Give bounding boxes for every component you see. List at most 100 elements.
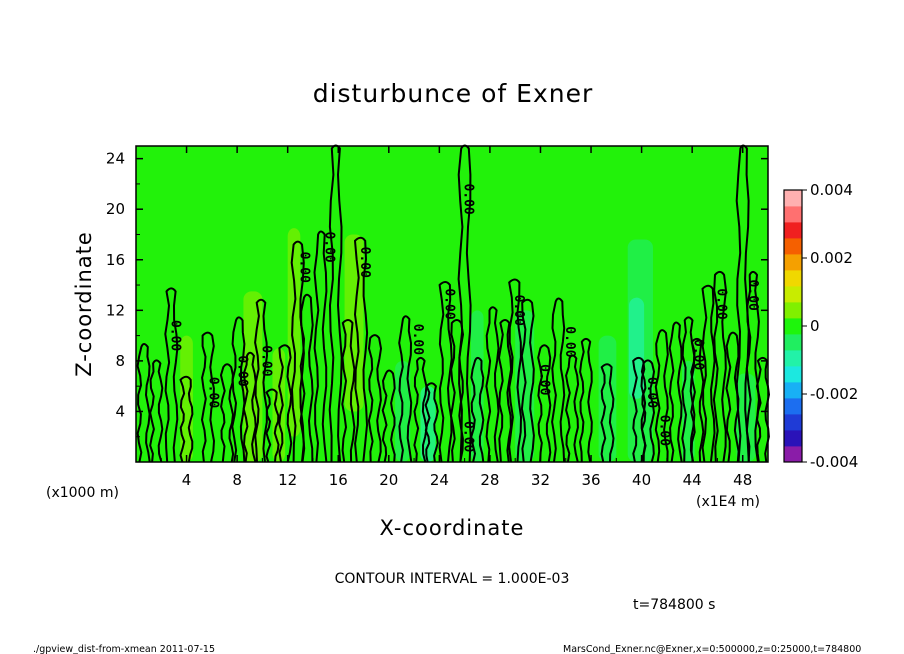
contour-line-35 [631, 356, 647, 463]
colorbar-segment-0 [784, 446, 802, 463]
colorbar-ticks: 0.004 0.002 0 -0.002 -0.004 [802, 181, 858, 471]
contour-label-5: 0.00 [322, 231, 337, 262]
contour-line-40 [690, 337, 705, 463]
contour-label-0: 0.00 [167, 320, 182, 351]
y-axis-ticks: 4 8 12 16 20 24 [106, 150, 768, 438]
colorbar-segment-13 [784, 238, 802, 255]
plot-frame [135, 145, 769, 463]
x-tick-label-3: 16 [329, 471, 348, 489]
contour-label-11: 0.00 [511, 295, 526, 326]
colorbar-segment-11 [784, 270, 802, 287]
contour-label-1: 0.00 [205, 377, 220, 408]
colorbar-tick-label-3: -0.002 [810, 385, 858, 403]
x-tick-label-7: 32 [531, 471, 550, 489]
contour-line-39 [681, 316, 696, 463]
contour-line-34 [600, 363, 615, 463]
colorbar-tick-label-4: -0.004 [810, 453, 858, 471]
contour-line-26 [485, 306, 500, 463]
contour-label-16: 0.00 [691, 339, 706, 370]
contour-line-31 [551, 297, 566, 463]
x-tick-label-6: 28 [480, 471, 499, 489]
colorbar-tick-label-2: 0 [810, 317, 820, 335]
contour-line-20 [413, 356, 428, 463]
contour-interval-label: CONTOUR INTERVAL = 1.000E-03 [335, 571, 570, 587]
contour-line-15 [341, 319, 356, 463]
y-tick-label-0: 4 [115, 402, 125, 420]
contour-line-38 [668, 321, 683, 463]
x-axis-ticks: 4 8 12 16 20 24 28 32 36 40 44 48 [160, 146, 752, 489]
contour-line-28 [508, 278, 523, 463]
colorbar-segment-4 [784, 382, 802, 399]
contour-line-21 [424, 382, 439, 463]
time-label: t=784800 s [633, 597, 715, 613]
contour-label-10: 0.00 [461, 421, 476, 452]
contour-label-3: 0.00 [258, 345, 273, 376]
contour-line-30 [537, 344, 552, 463]
contour-label-2: 0.00 [234, 355, 249, 386]
contour-line-37 [654, 329, 669, 463]
contour-line-10 [278, 344, 293, 463]
colorbar [783, 189, 803, 463]
x-tick-label-0: 4 [182, 471, 192, 489]
x-tick-label-10: 44 [683, 471, 702, 489]
contour-line-45 [745, 270, 760, 463]
colorbar-segment-15 [784, 206, 802, 223]
footer-right: MarsCond_Exner.nc@Exner,x=0:500000,z=0:2… [563, 644, 861, 654]
y-tick-label-5: 24 [106, 150, 125, 168]
contour-label-4: 0.00 [296, 252, 311, 283]
contour-line-36 [640, 359, 656, 463]
colorbar-segment-2 [784, 414, 802, 431]
contour-label-7: 0.00 [410, 324, 425, 355]
contour-line-3 [179, 375, 194, 463]
colorbar-segment-3 [784, 398, 802, 415]
contour-line-12 [299, 293, 314, 463]
colorbar-segment-5 [784, 366, 802, 383]
y-axis-label: Z-coordinate [72, 231, 96, 377]
colorbar-segment-16 [784, 190, 802, 207]
contour-line-8 [254, 298, 269, 463]
contour-label-14: 0.00 [644, 377, 659, 408]
y-tick-label-1: 8 [115, 352, 125, 370]
contour-labels: 0.00 0.00 0.00 0.00 0.00 0.00 0.00 0.00 0.00 0.00… [167, 183, 760, 452]
colorbar-segment-1 [784, 430, 802, 447]
x-tick-label-4: 20 [379, 471, 398, 489]
y-tick-label-4: 20 [106, 200, 125, 218]
contour-line-0 [136, 343, 151, 463]
y-tick-label-2: 12 [106, 301, 125, 319]
contour-line-11 [290, 240, 305, 463]
x-tick-label-5: 24 [430, 471, 449, 489]
contour-line-5 [219, 363, 235, 463]
colorbar-segment-9 [784, 302, 802, 319]
contour-line-29 [520, 298, 535, 463]
contour-line-41 [701, 284, 716, 463]
x-tick-label-11: 48 [733, 471, 752, 489]
contour-line-19 [398, 315, 413, 463]
contour-label-18: 0.00 [745, 280, 760, 311]
contour-label-6: 0.00 [357, 247, 372, 278]
contour-line-32 [565, 354, 580, 463]
y-tick-label-3: 16 [106, 251, 125, 269]
contour-label-15: 0.00 [657, 415, 672, 446]
contour-line-23 [449, 319, 465, 463]
contour-line-4 [200, 331, 216, 463]
footer-left: ./gpview_dist-from-xmean 2011-07-15 [33, 644, 215, 654]
x-tick-label-2: 12 [278, 471, 297, 489]
contour-line-33 [578, 337, 593, 463]
chart-title: disturbunce of Exner [313, 79, 594, 108]
x-tick-label-9: 40 [632, 471, 651, 489]
contour-label-12: 0.00 [537, 364, 552, 395]
colorbar-tick-label-1: 0.002 [810, 249, 853, 267]
colorbar-segment-10 [784, 286, 802, 303]
contour-line-1 [149, 359, 164, 463]
field-patch-1 [628, 297, 645, 399]
x-axis-label: X-coordinate [380, 516, 525, 540]
colorbar-segment-14 [784, 222, 802, 239]
contour-line-25 [470, 356, 485, 463]
contour-line-7 [242, 351, 257, 463]
colorbar-segment-12 [784, 254, 802, 271]
contour-label-13: 0.00 [562, 326, 577, 357]
contour-line-16 [353, 236, 369, 463]
contour-line-27 [497, 319, 513, 463]
x-scale-label: (x1E4 m) [696, 494, 760, 510]
